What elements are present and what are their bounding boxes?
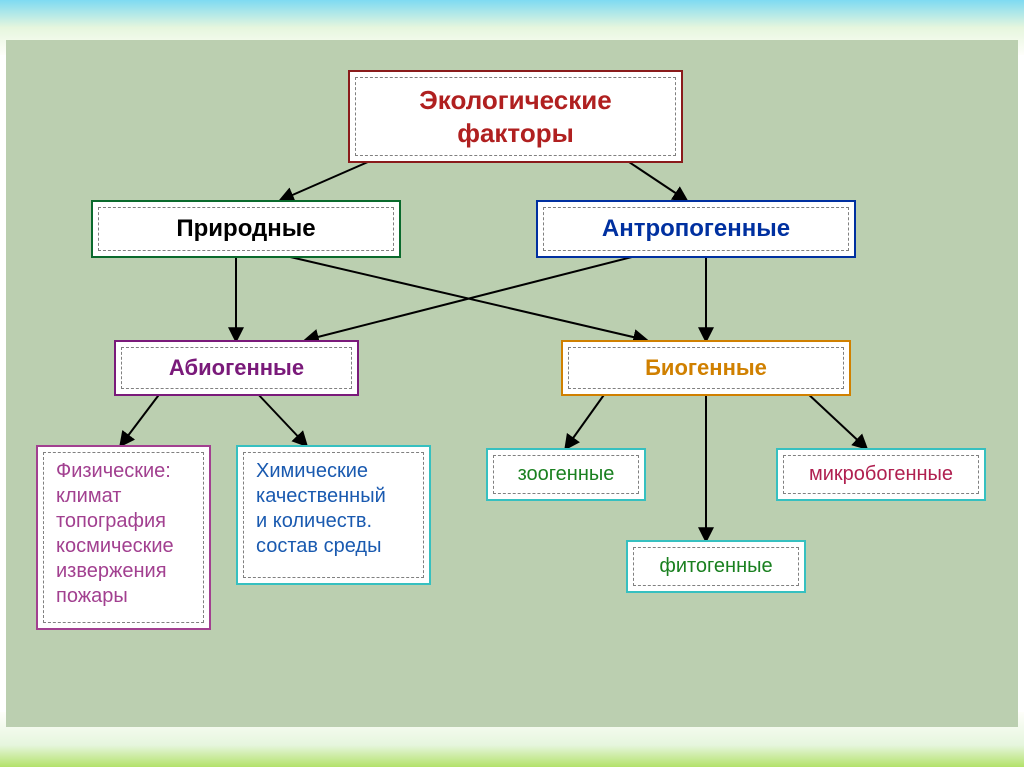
- edge-biogenic-zoo: [566, 392, 606, 448]
- node-root: Экологические факторы: [348, 70, 683, 163]
- edge-abiogenic-physical: [121, 392, 161, 445]
- edge-abiogenic-chemical: [256, 392, 306, 445]
- node-phytogenic: фитогенные: [626, 540, 806, 593]
- node-chemical-label: Химические качественный и количеств. сос…: [243, 452, 424, 578]
- node-physical: Физические: климат топография космически…: [36, 445, 211, 630]
- edge-anthro-abiogenic: [306, 256, 636, 340]
- node-chemical: Химические качественный и количеств. сос…: [236, 445, 431, 585]
- edge-natural-biogenic: [286, 256, 646, 340]
- node-anthropogenic: Антропогенные: [536, 200, 856, 258]
- node-zoogenic: зоогенные: [486, 448, 646, 501]
- node-phyto-label: фитогенные: [633, 547, 799, 586]
- node-abiogenic-label: Абиогенные: [121, 347, 352, 389]
- diagram-canvas: Экологические факторы Природные Антропог…: [6, 40, 1018, 727]
- node-physical-label: Физические: климат топография космически…: [43, 452, 204, 623]
- node-microbogenic: микробогенные: [776, 448, 986, 501]
- node-root-label: Экологические факторы: [355, 77, 676, 156]
- node-zoo-label: зоогенные: [493, 455, 639, 494]
- node-biogenic-label: Биогенные: [568, 347, 844, 389]
- node-biogenic: Биогенные: [561, 340, 851, 396]
- edge-biogenic-micro: [806, 392, 866, 448]
- node-anthro-label: Антропогенные: [543, 207, 849, 251]
- node-natural: Природные: [91, 200, 401, 258]
- node-abiogenic: Абиогенные: [114, 340, 359, 396]
- node-natural-label: Природные: [98, 207, 394, 251]
- node-micro-label: микробогенные: [783, 455, 979, 494]
